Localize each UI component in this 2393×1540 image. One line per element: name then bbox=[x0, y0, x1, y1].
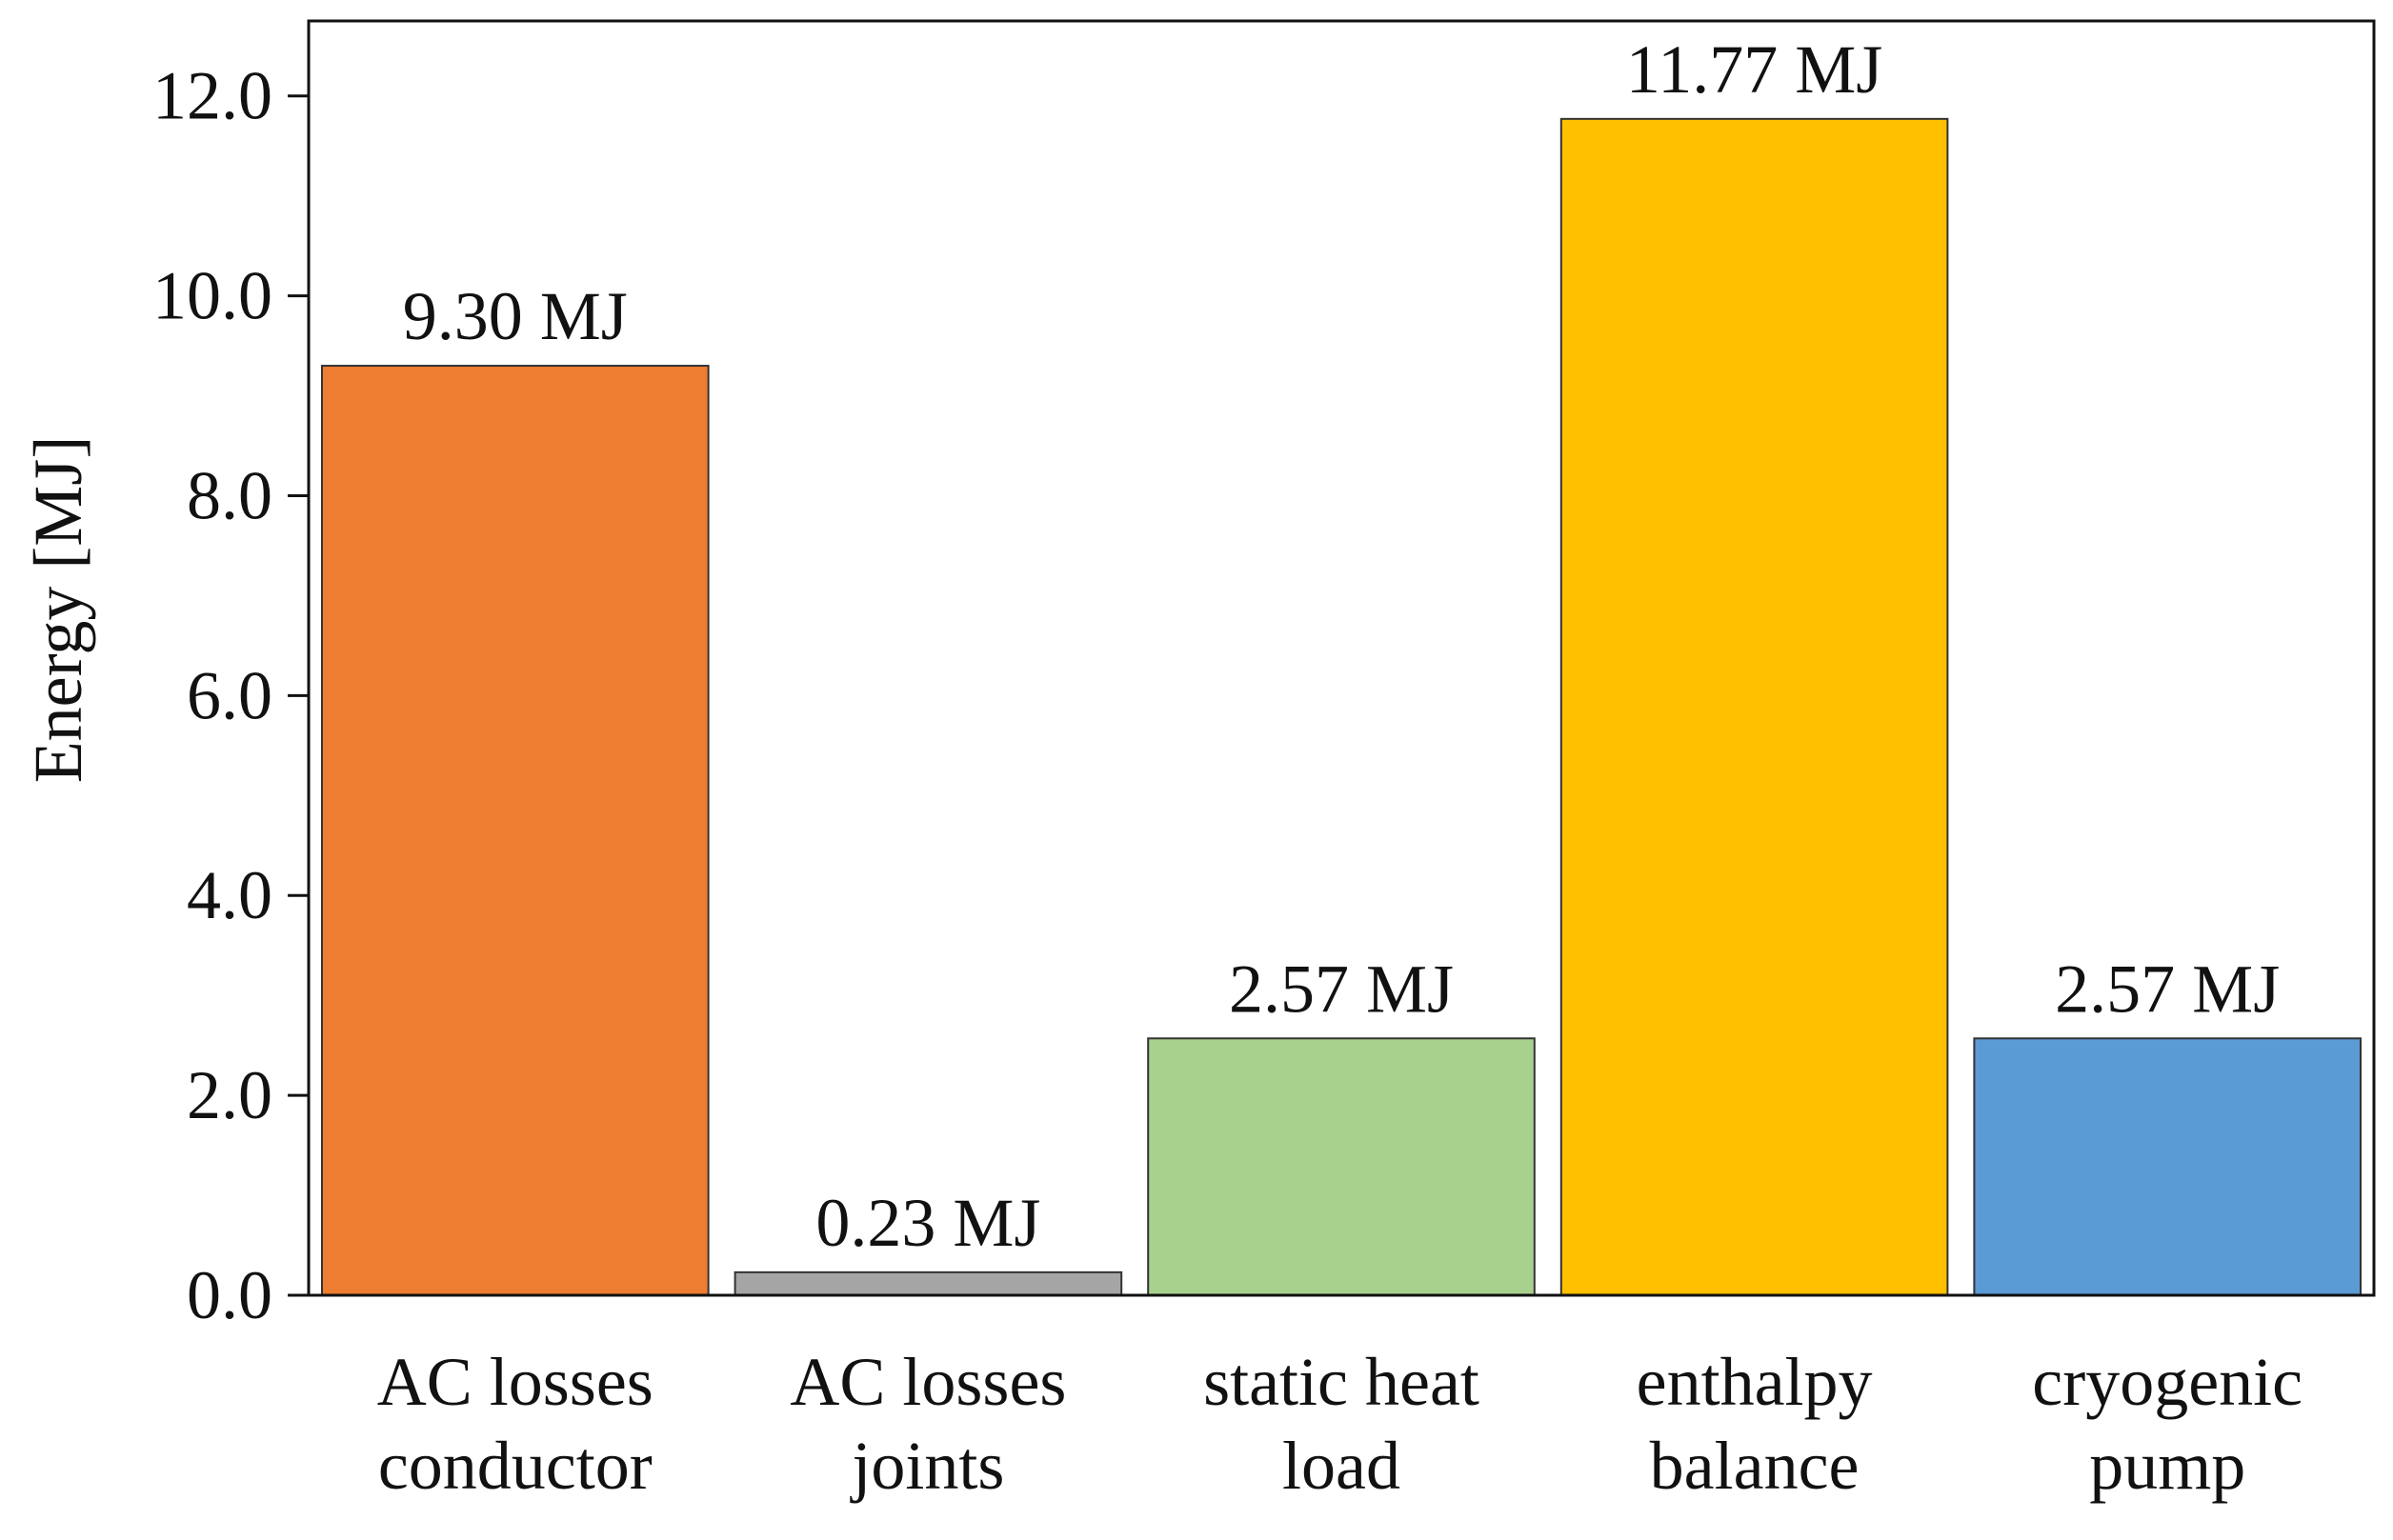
y-tick-label-5: 10.0 bbox=[152, 258, 272, 334]
x-tick-label-1-1: joints bbox=[849, 1428, 1004, 1504]
bars-layer bbox=[321, 117, 2362, 1296]
axes-layer: 0.0 2.0 4.0 6.0 8.0 10.0 12.0 bbox=[152, 19, 2376, 1333]
data-label-2: 2.57 MJ bbox=[1229, 950, 1454, 1027]
x-tick-label-4-0: cryogenic bbox=[2032, 1344, 2303, 1420]
y-tick-label-0: 0.0 bbox=[187, 1257, 272, 1333]
x-tick-label-0-0: AC losses bbox=[377, 1344, 654, 1420]
x-tick-label-1-0: AC losses bbox=[790, 1344, 1066, 1420]
data-label-3: 11.77 MJ bbox=[1626, 31, 1882, 108]
data-label-0: 9.30 MJ bbox=[403, 278, 628, 354]
y-tick-label-3: 6.0 bbox=[187, 657, 272, 733]
y-tick-label-6: 12.0 bbox=[152, 58, 272, 134]
data-labels-layer: 9.30 MJ AC losses conductor 0.23 MJ AC losse… bbox=[377, 31, 2303, 1504]
bar-1 bbox=[734, 1270, 1123, 1296]
x-tick-label-2-1: load bbox=[1282, 1428, 1400, 1504]
bar-2 bbox=[1147, 1037, 1536, 1296]
x-tick-label-3-1: balance bbox=[1650, 1428, 1860, 1504]
data-label-1: 0.23 MJ bbox=[815, 1185, 1040, 1261]
plot-frame bbox=[307, 19, 2376, 1297]
y-tick-label-4: 8.0 bbox=[187, 457, 272, 533]
bar-0 bbox=[321, 365, 710, 1296]
y-tick-label-1: 2.0 bbox=[187, 1057, 272, 1133]
bar-3 bbox=[1559, 117, 1949, 1296]
y-tick-label-2: 4.0 bbox=[187, 857, 272, 933]
x-tick-label-3-0: enthalpy bbox=[1637, 1344, 1873, 1420]
y-axis-title: Energy [MJ] bbox=[20, 436, 96, 784]
x-tick-label-0-1: conductor bbox=[378, 1428, 653, 1504]
data-label-4: 2.57 MJ bbox=[2055, 950, 2280, 1027]
bar-4 bbox=[1973, 1037, 2362, 1296]
x-tick-label-4-1: pump bbox=[2089, 1428, 2245, 1504]
x-tick-label-2-0: static heat bbox=[1203, 1344, 1479, 1420]
